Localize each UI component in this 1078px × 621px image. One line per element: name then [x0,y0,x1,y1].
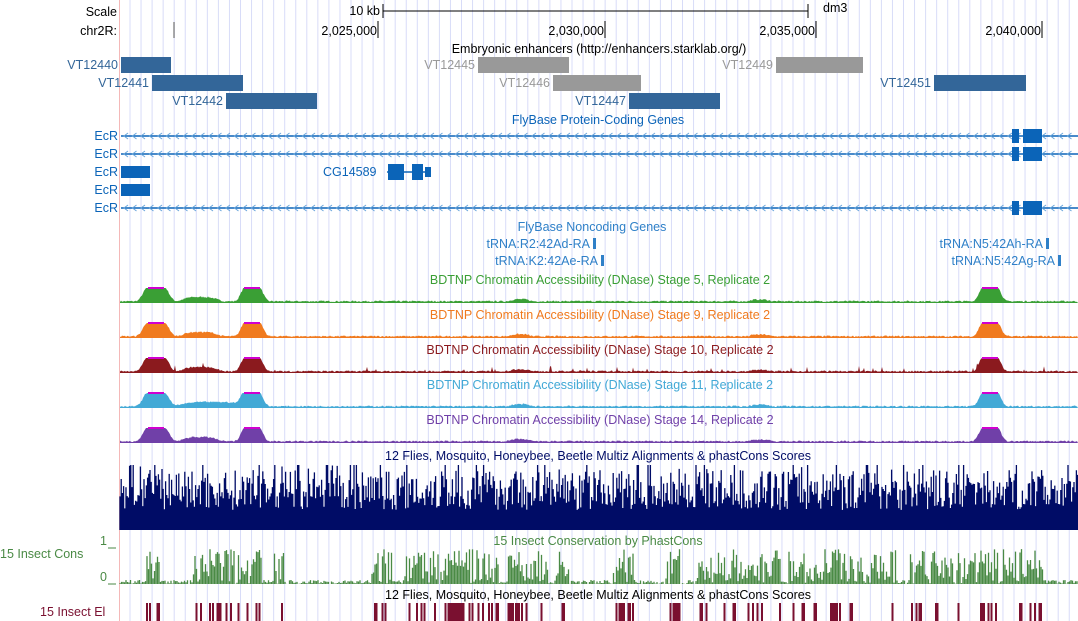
gene-label-ecr[interactable]: EcR [94,165,118,179]
ruler-tick-label: 2,040,000 [985,24,1041,38]
signal-clipped-top [148,427,164,429]
gene-label-ecr[interactable]: EcR [94,147,118,161]
dnase-track-title[interactable]: BDTNP Chromatin Accessibility (DNase) St… [426,378,774,392]
dnase-signal [120,288,1078,303]
enhancer-label[interactable]: VT12447 [575,94,626,108]
gene-label-cg14589[interactable]: CG14589 [323,165,377,179]
signal-clipped-top [244,427,260,429]
enhancer-VT12440[interactable] [121,57,171,73]
enhancer-label[interactable]: VT12451 [880,76,931,90]
enhancers-track-title[interactable]: Embryonic enhancers (http://enhancers.st… [451,42,747,56]
dnase-signal [120,358,1078,373]
strand-arrows [123,150,1072,158]
signal-clipped-top [244,392,260,394]
genes-track-title[interactable]: FlyBase Protein-Coding Genes [511,113,685,127]
strand-arrows [123,132,1072,140]
enhancer-VT12447[interactable] [629,93,720,109]
dnase-signal [120,428,1078,443]
chrom-label: chr2R: [80,24,117,38]
signal-clipped-top [244,322,260,324]
gene-exon[interactable] [425,167,431,177]
signal-clipped-top [244,357,260,359]
enhancer-label[interactable]: VT12442 [172,94,223,108]
enhancer-label[interactable]: VT12441 [98,76,149,90]
signal-clipped-top [244,287,260,289]
elements-track-title[interactable]: 12 Flies, Mosquito, Honeybee, Beetle Mul… [385,588,811,602]
signal-clipped-top [148,322,164,324]
cons-track-title[interactable]: 15 Insect Conservation by PhastCons [493,534,703,548]
enhancer-VT12446[interactable] [553,75,641,91]
gene-exon[interactable] [388,164,404,180]
trna-feature[interactable] [1058,255,1061,266]
gene-exon[interactable] [1023,201,1042,215]
gene-label-ecr[interactable]: EcR [94,201,118,215]
signal-clipped-top [982,322,998,324]
signal-clipped-top [148,287,164,289]
trna-label[interactable]: tRNA:K2:42Ae-RA [495,254,598,268]
enhancer-VT12441[interactable] [152,75,243,91]
multiz-signal [119,465,1078,530]
enhancer-label[interactable]: VT12449 [722,58,773,72]
gene-exon[interactable] [1023,147,1042,161]
gene-exon[interactable] [1023,129,1042,143]
trna-feature[interactable] [593,238,596,249]
dnase-signal [120,323,1078,338]
dnase-track-title[interactable]: BDTNP Chromatin Accessibility (DNase) St… [429,273,771,287]
ruler-tick-label: 2,035,000 [759,24,815,38]
scale-label: Scale [85,5,117,19]
strand-arrows [123,204,1072,212]
trna-feature[interactable] [601,255,604,266]
multiz-track-title[interactable]: 12 Flies, Mosquito, Honeybee, Beetle Mul… [385,449,811,463]
enhancer-label[interactable]: VT12446 [499,76,550,90]
dnase-track-title[interactable]: BDTNP Chromatin Accessibility (DNase) St… [429,308,771,322]
elements-track-label[interactable]: 15 Insect El [40,605,106,619]
gene-label-ecr[interactable]: EcR [94,129,118,143]
ruler-tick-label: 2,030,000 [548,24,604,38]
trna-label[interactable]: tRNA:N5:42Ah-RA [939,237,1043,251]
scale-bar-label: 10 kb [349,4,380,18]
dnase-track-title[interactable]: BDTNP Chromatin Accessibility (DNase) St… [426,413,774,427]
gene-exon[interactable] [1012,201,1019,215]
enhancer-VT12449[interactable] [776,57,863,73]
gene-label-ecr[interactable]: EcR [94,183,118,197]
enhancer-VT12442[interactable] [226,93,317,109]
trna-label[interactable]: tRNA:R2:42Ad-RA [486,237,590,251]
enhancer-label[interactable]: VT12445 [424,58,475,72]
ruler-tick-label: 2,025,000 [321,24,377,38]
gene-exon[interactable] [1012,147,1019,161]
signal-clipped-top [982,392,998,394]
cons-axis-min: 0 [100,570,107,584]
dnase-track-title[interactable]: BDTNP Chromatin Accessibility (DNase) St… [426,343,774,357]
cons-track-label[interactable]: 15 Insect Cons [0,547,84,561]
signal-clipped-top [982,287,998,289]
enhancer-label[interactable]: VT12440 [67,58,118,72]
trna-label[interactable]: tRNA:N5:42Ag-RA [951,254,1055,268]
assembly-label: dm3 [823,1,848,15]
noncoding-track-title[interactable]: FlyBase Noncoding Genes [517,220,667,234]
signal-clipped-top [148,392,164,394]
signal-clipped-top [982,427,998,429]
dnase-signal [120,393,1078,408]
signal-clipped-top [148,357,164,359]
trna-feature[interactable] [1046,238,1049,249]
cons-axis-max: 1 [100,534,107,548]
gene-exon[interactable] [121,184,150,196]
conserved-elements[interactable] [146,603,1042,621]
gene-exon[interactable] [412,164,423,180]
gene-exon[interactable] [121,166,150,178]
cons-signal [119,549,1078,584]
signal-clipped-top [982,357,998,359]
gene-exon[interactable] [1012,129,1019,143]
enhancer-VT12451[interactable] [934,75,1026,91]
enhancer-VT12445[interactable] [478,57,569,73]
